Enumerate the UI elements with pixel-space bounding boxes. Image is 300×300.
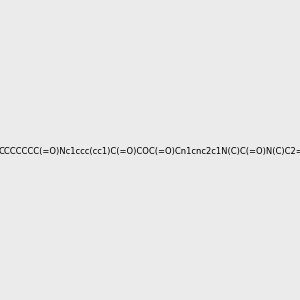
- Text: CCCCCCC(=O)Nc1ccc(cc1)C(=O)COC(=O)Cn1cnc2c1N(C)C(=O)N(C)C2=O: CCCCCCC(=O)Nc1ccc(cc1)C(=O)COC(=O)Cn1cnc…: [0, 147, 300, 156]
